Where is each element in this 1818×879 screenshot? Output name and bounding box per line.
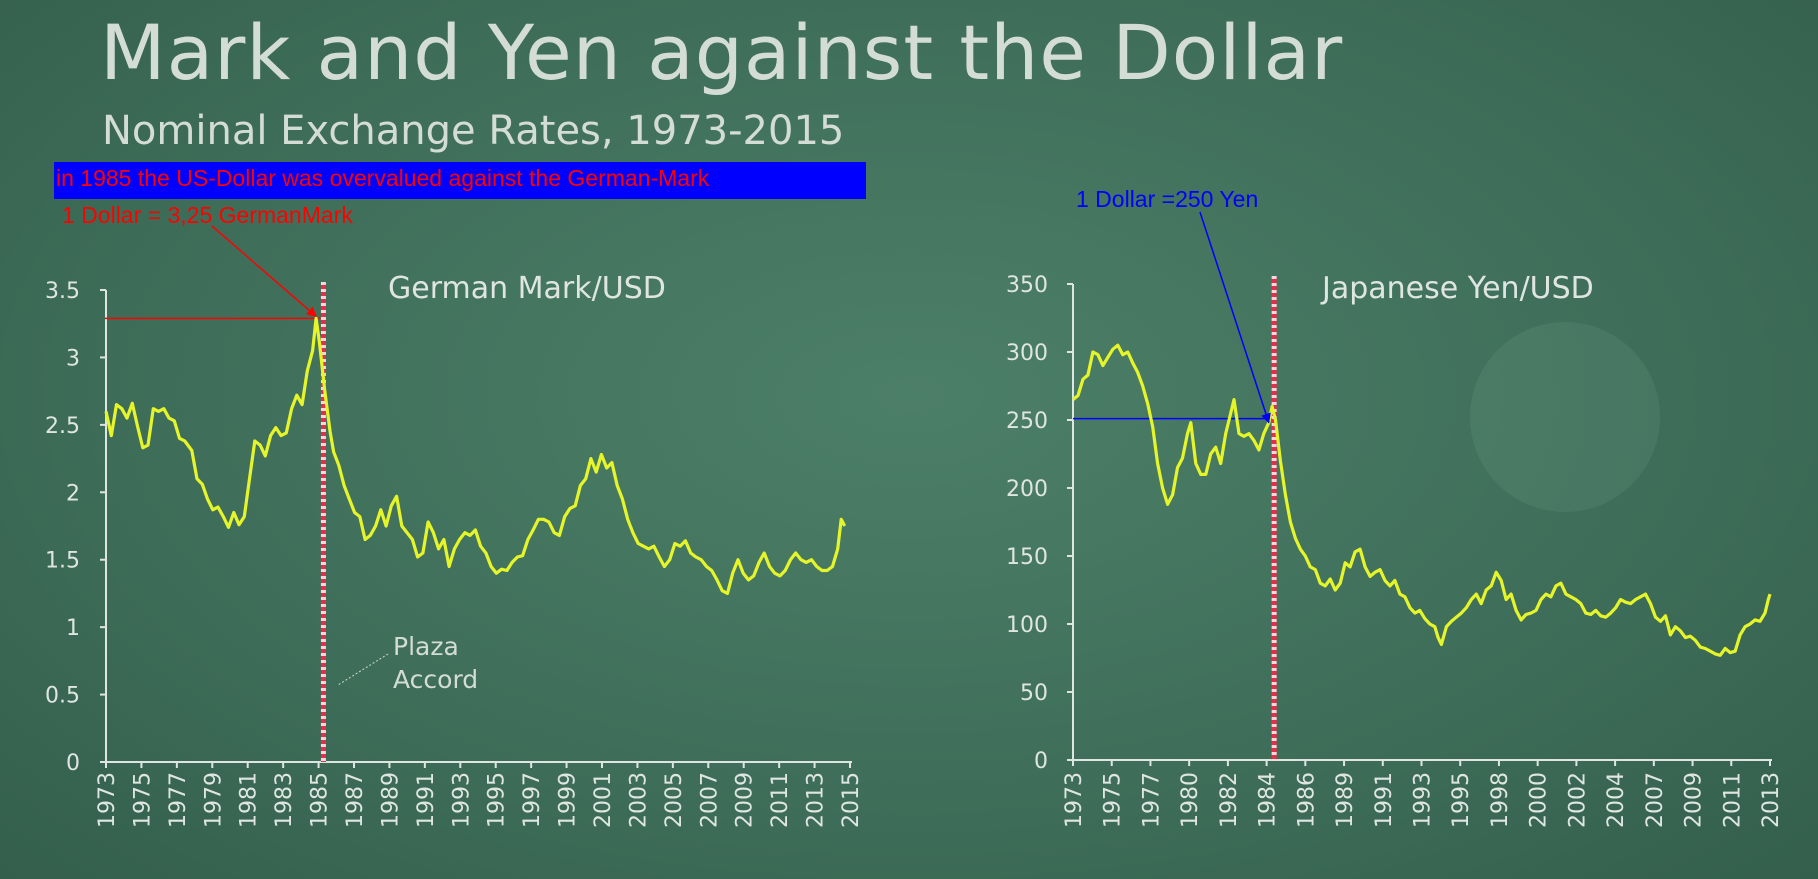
yen-annotation: 1 Dollar =250 Yen xyxy=(1076,186,1259,212)
x-tick-label: 2001 xyxy=(591,772,616,828)
x-tick-label: 2011 xyxy=(1720,772,1745,828)
y-tick-label: 200 xyxy=(1006,477,1048,502)
x-tick-label: 2013 xyxy=(804,772,829,828)
x-tick-label: 1986 xyxy=(1294,772,1319,828)
series-line xyxy=(1071,343,1772,657)
series-line xyxy=(104,316,847,595)
x-tick-label: 1993 xyxy=(449,772,474,828)
x-tick-label: 1982 xyxy=(1217,772,1242,828)
dm-annotation-line1: in 1985 the US-Dollar was overvalued aga… xyxy=(56,165,710,191)
x-tick-label: 1980 xyxy=(1178,772,1203,828)
y-tick-label: 350 xyxy=(1006,273,1048,298)
slide-title: Mark and Yen against the Dollar xyxy=(100,8,1344,97)
y-tick-label: 1.5 xyxy=(45,549,80,574)
y-tick-label: 250 xyxy=(1006,409,1048,434)
german-mark-chart: 0 0.5 1 1.5 2 2.5 3 3.5 1973 1975 1977 1979 1981 1983… xyxy=(45,271,864,828)
x-tick-label: 1997 xyxy=(520,772,545,828)
x-tick-label: 1995 xyxy=(485,772,510,828)
y-tick-label: 3.5 xyxy=(45,279,80,304)
y-tick-label: 1 xyxy=(66,616,80,641)
x-tick-label: 1977 xyxy=(166,772,191,828)
x-tick-label: 1984 xyxy=(1256,772,1281,828)
y-tick-label: 300 xyxy=(1006,341,1048,366)
x-tick-label: 2013 xyxy=(1759,772,1784,828)
x-tick-label: 1973 xyxy=(95,772,120,828)
y-tick-label: 150 xyxy=(1006,545,1048,570)
y-tick-label: 3 xyxy=(66,346,80,371)
plaza-leader-line xyxy=(337,653,389,686)
x-tick-label: 2011 xyxy=(768,772,793,828)
yen-annotation-arrow xyxy=(1199,211,1271,424)
plaza-label-line2: Accord xyxy=(393,665,479,694)
x-tick-label: 1979 xyxy=(201,772,226,828)
x-tick-label: 1977 xyxy=(1139,772,1164,828)
plaza-label-line1: Plaza xyxy=(393,632,459,661)
x-tick-label: 1995 xyxy=(1449,772,1474,828)
chart-title: Japanese Yen/USD xyxy=(1320,271,1594,306)
y-tick-label: 0 xyxy=(66,751,80,776)
x-tick-label: 2005 xyxy=(662,772,687,828)
x-tick-label: 1991 xyxy=(414,772,439,828)
dm-annotation-line2: 1 Dollar = 3,25 GermanMark xyxy=(62,202,353,228)
x-tick-label: 2003 xyxy=(626,772,651,828)
x-tick-label: 1993 xyxy=(1411,772,1436,828)
y-tick-label: 2 xyxy=(66,481,80,506)
x-tick-label: 1973 xyxy=(1062,772,1087,828)
y-tick-label: 0.5 xyxy=(45,684,80,709)
x-tick-label: 2009 xyxy=(1682,772,1707,828)
dm-annotation-arrow xyxy=(211,225,317,317)
x-tick-label: 1999 xyxy=(556,772,581,828)
decorative-circle xyxy=(1470,322,1660,512)
x-tick-label: 2015 xyxy=(839,772,864,828)
x-tick-label: 2009 xyxy=(733,772,758,828)
x-tick-label: 1975 xyxy=(1101,772,1126,828)
annotation-arrows xyxy=(211,211,1271,686)
x-tick-label: 1998 xyxy=(1488,772,1513,828)
japanese-yen-chart: 0 50 100 150 200 250 300 350 1973 1975 1977 1980 198… xyxy=(1006,271,1784,828)
y-tick-label: 100 xyxy=(1006,613,1048,638)
x-tick-label: 1989 xyxy=(378,772,403,828)
annotation-banner xyxy=(54,162,866,199)
x-tick-label: 1989 xyxy=(1333,772,1358,828)
x-tick-label: 2007 xyxy=(1643,772,1668,828)
chart-title: German Mark/USD xyxy=(388,271,666,306)
slide-subtitle: Nominal Exchange Rates, 1973-2015 xyxy=(102,108,845,154)
x-tick-label: 1985 xyxy=(308,772,333,828)
x-tick-label: 2007 xyxy=(697,772,722,828)
y-tick-label: 2.5 xyxy=(45,414,80,439)
x-tick-label: 1975 xyxy=(130,772,155,828)
y-tick-label: 50 xyxy=(1020,681,1048,706)
x-tick-label: 2004 xyxy=(1604,772,1629,828)
x-tick-label: 2000 xyxy=(1527,772,1552,828)
x-tick-label: 1983 xyxy=(272,772,297,828)
plaza-accord-label: Plaza Accord xyxy=(393,630,478,696)
x-tick-label: 1987 xyxy=(343,772,368,828)
x-tick-label: 1991 xyxy=(1372,772,1397,828)
x-tick-label: 1981 xyxy=(237,772,262,828)
x-tick-label: 2002 xyxy=(1565,772,1590,828)
y-tick-label: 0 xyxy=(1034,749,1048,774)
